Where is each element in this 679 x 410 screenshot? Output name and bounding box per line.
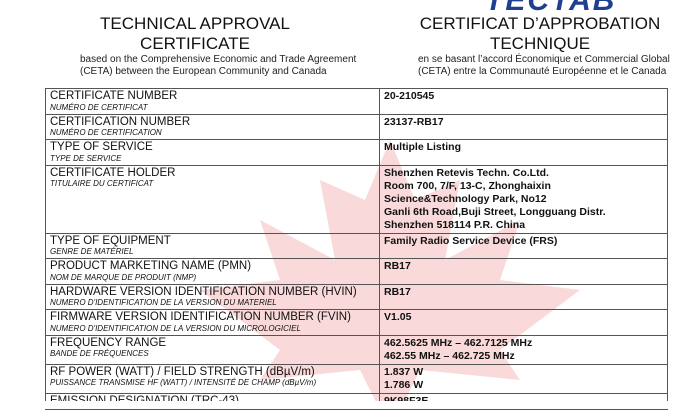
field-label-fr: PUISSANCE TRANSMISE HF (WATT) / INTENSIT… <box>50 378 317 387</box>
title-en-line2: CERTIFICATE <box>140 34 250 53</box>
field-value: 1.837 W <box>384 365 424 378</box>
field-value-cell: 1.837 W 1.786 W <box>379 363 668 394</box>
subtitle-fr-line2: (CETA) entre la Communauté Européenne et… <box>418 66 667 77</box>
bottom-strip <box>0 401 679 409</box>
field-label-fr: BANDE DE FRÉQUENCES <box>50 349 149 358</box>
field-value: Room 700, 7/F, 13-C, Zhonghaixin <box>384 179 551 192</box>
field-value: Ganli 6th Road,Buji Street, Longguang Di… <box>384 205 606 218</box>
table-row: HARDWARE VERSION IDENTIFICATION NUMBER (… <box>45 283 668 310</box>
field-value: Multiple Listing <box>384 141 461 153</box>
field-label-cell: FREQUENCY RANGE BANDE DE FRÉQUENCES <box>45 334 380 365</box>
table-row: TYPE OF SERVICE TYPE DE SERVICE Multiple L… <box>45 139 668 166</box>
field-value-cell: Shenzhen Retevis Techn. Co.Ltd. Room 700,… <box>379 164 668 234</box>
field-label-en: CERTIFICATE NUMBER <box>50 90 178 102</box>
field-label-en: CERTIFICATE HOLDER <box>50 166 176 179</box>
field-label-en: TYPE OF SERVICE <box>50 141 153 153</box>
field-value: V1.05 <box>384 311 412 323</box>
field-value: 1.786 W <box>384 378 424 391</box>
field-label-cell: TYPE OF SERVICE TYPE DE SERVICE <box>45 139 380 166</box>
table-row: FIRMWARE VERSION IDENTIFICATION NUMBER (… <box>45 309 668 336</box>
title-fr-line2: TECHNIQUE <box>489 34 591 53</box>
table-row: CERTIFICATE NUMBER NUMÉRO DE CERTIFICAT 20… <box>45 88 668 115</box>
field-value: RB17 <box>384 285 411 298</box>
field-label-en: HARDWARE VERSION IDENTIFICATION NUMBER (… <box>50 285 357 298</box>
field-value: 23137-RB17 <box>384 115 444 128</box>
field-value: Shenzhen Retevis Techn. Co.Ltd. <box>384 166 549 179</box>
field-value: Shenzhen 518114 P.R. China <box>384 218 526 231</box>
field-label-en: FIRMWARE VERSION IDENTIFICATION NUMBER (… <box>50 311 351 323</box>
subtitle-fr-line1: en se basant l’accord Économique et Comm… <box>418 54 670 65</box>
field-label-en: RF POWER (WATT) / FIELD STRENGTH (dBµV/m… <box>50 365 315 378</box>
field-value-cell: RB17 <box>379 283 668 310</box>
field-value: 20-210545 <box>384 90 435 102</box>
field-label-en: FREQUENCY RANGE <box>50 336 167 349</box>
field-value-cell: Multiple Listing <box>379 139 668 166</box>
field-value: 462.5625 MHz – 462.7125 MHz <box>384 336 533 349</box>
field-label-fr: NOM DE MARQUE DE PRODUIT (NMP) <box>50 272 197 282</box>
field-label-fr: GENRE DE MATÉRIEL <box>50 247 134 256</box>
field-label-cell: HARDWARE VERSION IDENTIFICATION NUMBER (… <box>45 283 380 310</box>
field-label-cell: CERTIFICATION NUMBER NUMÉRO DE CERTIFICAT… <box>45 113 380 140</box>
field-value-cell: 23137-RB17 <box>379 113 668 140</box>
field-value-cell: 20-210545 <box>379 88 668 115</box>
subtitle-en-line1: based on the Comprehensive Economic and … <box>80 54 357 65</box>
field-label-en: CERTIFICATION NUMBER <box>50 115 191 128</box>
field-value-cell: V1.05 <box>379 309 668 336</box>
table-row: FREQUENCY RANGE BANDE DE FRÉQUENCES 462.56… <box>45 334 668 365</box>
field-label-en: PRODUCT MARKETING NAME (PMN) <box>50 260 252 272</box>
field-label-cell: TYPE OF EQUIPMENT GENRE DE MATÉRIEL <box>45 232 380 259</box>
field-value: Science&Technology Park, No12 <box>384 192 547 205</box>
field-label-fr: TYPE DE SERVICE <box>50 153 122 163</box>
field-value: Family Radio Service Device (FRS) <box>384 234 558 247</box>
field-value-cell: RB17 <box>379 258 668 285</box>
field-label-en: TYPE OF EQUIPMENT <box>50 234 171 247</box>
field-label-fr: NUMERO D'IDENTIFICATION DE LA VERSION DU… <box>50 323 301 333</box>
field-label-cell: RF POWER (WATT) / FIELD STRENGTH (dBµV/m… <box>45 363 380 394</box>
field-label-fr: NUMERO D'IDENTIFICATION DE LA VERSION DU… <box>50 298 277 307</box>
certificate-table: CERTIFICATE NUMBER NUMÉRO DE CERTIFICAT 20… <box>45 88 668 410</box>
title-fr-line1: CERTIFICAT D’APPROBATION <box>419 14 661 33</box>
field-label-cell: PRODUCT MARKETING NAME (PMN) NOM DE MARQU… <box>45 258 380 285</box>
field-label-cell: FIRMWARE VERSION IDENTIFICATION NUMBER (… <box>45 309 380 336</box>
field-label-fr: TITULAIRE DU CERTIFICAT <box>50 179 154 188</box>
field-value: RB17 <box>384 260 411 272</box>
field-value-cell: Family Radio Service Device (FRS) <box>379 232 668 259</box>
table-row: RF POWER (WATT) / FIELD STRENGTH (dBµV/m… <box>45 363 668 394</box>
field-label-cell: CERTIFICATE NUMBER NUMÉRO DE CERTIFICAT <box>45 88 380 115</box>
field-label-cell: CERTIFICATE HOLDER TITULAIRE DU CERTIFICA… <box>45 164 380 234</box>
table-row: CERTIFICATION NUMBER NUMÉRO DE CERTIFICAT… <box>45 113 668 140</box>
field-value-cell: 462.5625 MHz – 462.7125 MHz 462.55 MHz – … <box>379 334 668 365</box>
field-label-fr: NUMÉRO DE CERTIFICATION <box>50 128 162 137</box>
field-label-fr: NUMÉRO DE CERTIFICAT <box>50 102 148 112</box>
field-value: 462.55 MHz – 462.725 MHz <box>384 349 515 362</box>
title-en-line1: TECHNICAL APPROVAL <box>100 14 290 33</box>
table-row: PRODUCT MARKETING NAME (PMN) NOM DE MARQU… <box>45 258 668 285</box>
company-logo: TECTAB <box>485 0 617 17</box>
table-row: TYPE OF EQUIPMENT GENRE DE MATÉRIEL Family… <box>45 232 668 259</box>
table-row: CERTIFICATE HOLDER TITULAIRE DU CERTIFICA… <box>45 164 668 234</box>
subtitle-en-line2: (CETA) between the European Community an… <box>80 66 327 77</box>
